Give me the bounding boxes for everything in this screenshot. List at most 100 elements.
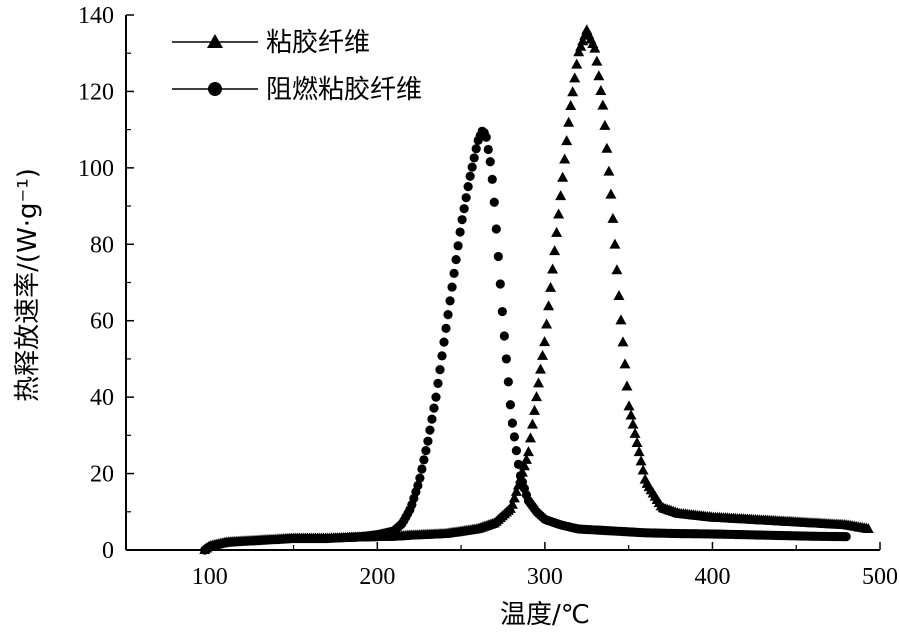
data-point xyxy=(419,455,429,465)
data-point xyxy=(613,289,625,300)
data-point xyxy=(526,418,538,429)
data-point xyxy=(563,116,575,127)
data-point xyxy=(569,72,581,83)
data-point xyxy=(509,432,519,442)
data-point xyxy=(635,455,647,466)
data-point xyxy=(609,238,621,249)
y-tick-label: 80 xyxy=(90,232,114,258)
data-point xyxy=(439,337,449,347)
data-point xyxy=(487,174,497,184)
y-tick-label: 0 xyxy=(102,538,114,564)
data-point xyxy=(611,264,623,275)
data-point xyxy=(565,99,577,110)
data-point xyxy=(529,404,541,415)
data-point xyxy=(557,171,569,182)
data-point xyxy=(417,464,427,474)
plot-layer xyxy=(199,24,874,555)
data-point xyxy=(431,392,441,402)
data-point xyxy=(619,358,631,369)
data-point xyxy=(506,498,518,509)
data-point xyxy=(493,251,503,262)
data-point xyxy=(567,86,579,97)
legend-marker-series-1 xyxy=(207,34,223,48)
data-point xyxy=(491,224,501,234)
data-point xyxy=(607,212,619,223)
data-point xyxy=(601,142,613,153)
data-point xyxy=(469,153,479,163)
data-point xyxy=(537,349,549,360)
data-point xyxy=(467,162,477,172)
data-point xyxy=(555,190,567,201)
data-point xyxy=(543,300,555,311)
data-point xyxy=(535,363,547,374)
data-point xyxy=(545,281,557,292)
data-point xyxy=(591,55,603,66)
data-point xyxy=(589,42,601,53)
data-point xyxy=(547,263,559,274)
data-point xyxy=(483,144,493,155)
data-point xyxy=(597,99,609,110)
data-point xyxy=(533,377,545,388)
data-point xyxy=(629,427,641,438)
data-point xyxy=(541,318,553,329)
data-point xyxy=(435,365,445,375)
data-point xyxy=(461,193,471,203)
data-point xyxy=(508,492,520,503)
data-point xyxy=(518,460,530,471)
data-point xyxy=(511,446,522,456)
y-tick-label: 120 xyxy=(78,79,114,105)
data-point xyxy=(633,446,645,457)
data-point xyxy=(495,279,505,289)
data-point xyxy=(553,208,565,219)
data-point xyxy=(617,336,629,347)
data-point xyxy=(549,245,561,256)
data-point xyxy=(551,226,563,237)
legend: 粘胶纤维 阻燃粘胶纤维 xyxy=(172,28,422,105)
x-tick-label: 100 xyxy=(192,564,228,590)
data-point xyxy=(455,227,465,237)
legend-label-series-1: 粘胶纤维 xyxy=(266,28,370,58)
data-point xyxy=(627,418,639,429)
data-point xyxy=(625,409,637,420)
series-2 xyxy=(200,126,851,555)
legend-marker-series-2 xyxy=(208,82,222,96)
y-tick-label: 40 xyxy=(90,385,114,411)
data-point xyxy=(437,351,447,361)
data-point xyxy=(599,119,611,130)
ticks-layer: 100 200 300 400 500 0 20 40 60 80 100 120 140 xyxy=(78,3,898,590)
data-point xyxy=(459,204,469,214)
data-point xyxy=(531,391,543,402)
data-point xyxy=(510,485,522,496)
data-point xyxy=(453,241,463,251)
data-point xyxy=(862,522,874,533)
data-point xyxy=(623,400,635,411)
data-point xyxy=(499,331,509,341)
data-point xyxy=(485,157,495,167)
data-point xyxy=(522,446,534,457)
data-point xyxy=(503,377,513,387)
x-tick-label: 500 xyxy=(862,564,898,590)
data-point xyxy=(441,323,451,333)
legend-label-series-2: 阻燃粘胶纤维 xyxy=(266,75,422,105)
data-point xyxy=(615,314,627,325)
data-point xyxy=(457,215,467,225)
data-point xyxy=(427,414,437,424)
data-point xyxy=(520,453,532,464)
data-point xyxy=(471,144,481,154)
x-axis-title: 温度/℃ xyxy=(500,600,590,630)
data-point xyxy=(841,532,851,542)
data-point xyxy=(421,446,431,456)
data-point xyxy=(481,132,491,142)
data-point xyxy=(497,306,507,317)
data-point xyxy=(631,437,643,447)
data-point xyxy=(513,459,524,469)
data-point xyxy=(507,418,517,428)
data-point xyxy=(593,70,605,81)
data-point xyxy=(447,282,457,292)
data-point xyxy=(505,400,515,410)
data-point xyxy=(429,403,439,413)
data-point xyxy=(449,268,459,278)
data-point xyxy=(465,171,475,181)
data-point xyxy=(443,310,453,320)
